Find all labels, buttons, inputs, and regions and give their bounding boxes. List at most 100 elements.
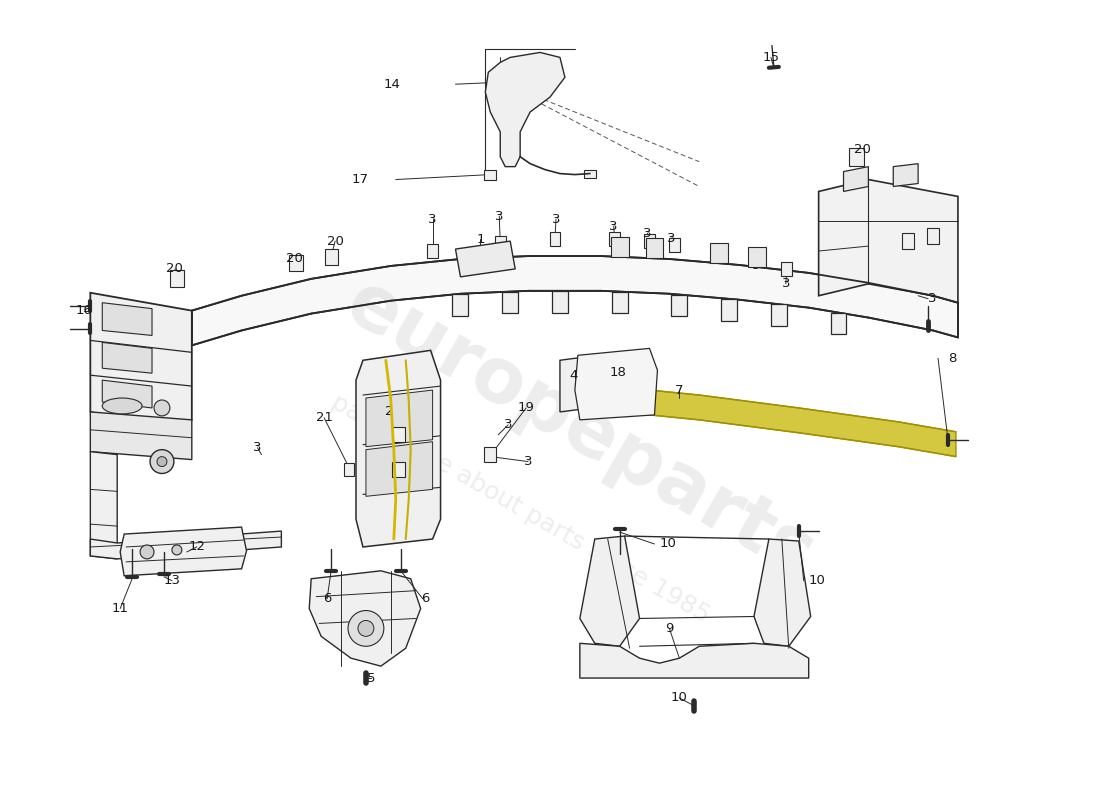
Polygon shape — [844, 166, 868, 191]
Text: 6: 6 — [322, 592, 331, 605]
Ellipse shape — [102, 398, 142, 414]
Text: 7: 7 — [675, 383, 683, 397]
Polygon shape — [610, 237, 628, 257]
Polygon shape — [584, 170, 596, 178]
Polygon shape — [575, 348, 658, 420]
Polygon shape — [580, 536, 639, 646]
Polygon shape — [771, 304, 786, 326]
Polygon shape — [455, 241, 515, 277]
Text: 19: 19 — [518, 402, 535, 414]
Polygon shape — [90, 412, 191, 459]
Polygon shape — [102, 302, 152, 335]
Polygon shape — [356, 350, 441, 547]
Polygon shape — [781, 262, 792, 276]
Polygon shape — [485, 53, 565, 166]
Text: 15: 15 — [762, 51, 780, 64]
Text: 17: 17 — [352, 173, 368, 186]
Polygon shape — [646, 238, 663, 258]
Text: 20: 20 — [286, 253, 302, 266]
Text: 10: 10 — [808, 574, 826, 587]
Polygon shape — [600, 385, 956, 457]
Text: 3: 3 — [609, 220, 618, 233]
Polygon shape — [893, 164, 918, 186]
Polygon shape — [580, 643, 808, 678]
Polygon shape — [849, 148, 864, 166]
Text: 13: 13 — [164, 574, 180, 587]
Text: 20: 20 — [855, 143, 871, 156]
Circle shape — [358, 621, 374, 636]
Circle shape — [140, 545, 154, 559]
Text: 3: 3 — [524, 455, 532, 468]
Polygon shape — [644, 234, 654, 248]
Polygon shape — [818, 179, 958, 302]
Polygon shape — [927, 228, 939, 244]
Polygon shape — [102, 342, 152, 373]
Circle shape — [150, 450, 174, 474]
Text: 1: 1 — [476, 233, 485, 246]
Polygon shape — [366, 390, 432, 446]
Polygon shape — [754, 539, 811, 646]
Polygon shape — [722, 299, 737, 321]
Text: 14: 14 — [384, 78, 400, 90]
Text: 11: 11 — [112, 602, 129, 615]
Polygon shape — [495, 236, 506, 250]
Text: 8: 8 — [948, 352, 956, 365]
Text: 6: 6 — [420, 592, 429, 605]
Text: 3: 3 — [428, 213, 437, 226]
Polygon shape — [560, 352, 625, 412]
Text: 3: 3 — [751, 259, 760, 273]
Polygon shape — [716, 244, 727, 258]
Text: 3: 3 — [495, 210, 504, 222]
Polygon shape — [90, 452, 118, 559]
Polygon shape — [102, 380, 152, 408]
Polygon shape — [169, 270, 184, 287]
Circle shape — [154, 400, 169, 416]
Polygon shape — [324, 249, 338, 265]
Polygon shape — [427, 244, 438, 258]
Polygon shape — [289, 254, 304, 271]
Text: 3: 3 — [644, 226, 652, 240]
Polygon shape — [343, 463, 354, 476]
Polygon shape — [612, 292, 628, 314]
Polygon shape — [393, 462, 405, 477]
Text: 3: 3 — [552, 213, 560, 226]
Polygon shape — [393, 427, 405, 442]
Text: passionate about parts since 1985: passionate about parts since 1985 — [327, 390, 714, 628]
Circle shape — [348, 610, 384, 646]
Text: europeparts: europeparts — [332, 266, 827, 594]
Polygon shape — [309, 571, 420, 666]
Polygon shape — [671, 294, 688, 317]
Text: 4: 4 — [570, 369, 579, 382]
Text: 3: 3 — [928, 292, 936, 306]
Polygon shape — [90, 293, 191, 430]
Text: 16: 16 — [76, 304, 92, 317]
Polygon shape — [503, 292, 518, 314]
Text: 20: 20 — [327, 234, 343, 248]
Text: 2: 2 — [385, 406, 393, 418]
Circle shape — [157, 457, 167, 466]
Polygon shape — [609, 232, 620, 246]
Polygon shape — [748, 247, 766, 267]
Text: 3: 3 — [714, 245, 723, 258]
Polygon shape — [711, 243, 728, 263]
Circle shape — [172, 545, 182, 555]
Text: 10: 10 — [671, 691, 688, 705]
Text: 3: 3 — [253, 441, 262, 454]
Polygon shape — [90, 531, 282, 559]
Text: 9: 9 — [666, 622, 673, 635]
Polygon shape — [452, 294, 469, 315]
Polygon shape — [552, 290, 568, 313]
Polygon shape — [191, 256, 958, 346]
Text: 12: 12 — [188, 541, 206, 554]
Polygon shape — [366, 442, 432, 496]
Text: 3: 3 — [782, 278, 790, 290]
Polygon shape — [830, 313, 847, 334]
Text: 3: 3 — [504, 418, 513, 431]
Text: 5: 5 — [366, 671, 375, 685]
Polygon shape — [120, 527, 246, 576]
Text: 10: 10 — [659, 538, 676, 550]
Text: 18: 18 — [609, 366, 626, 378]
Text: 21: 21 — [316, 411, 332, 424]
Text: 20: 20 — [166, 262, 184, 275]
Polygon shape — [902, 233, 914, 249]
